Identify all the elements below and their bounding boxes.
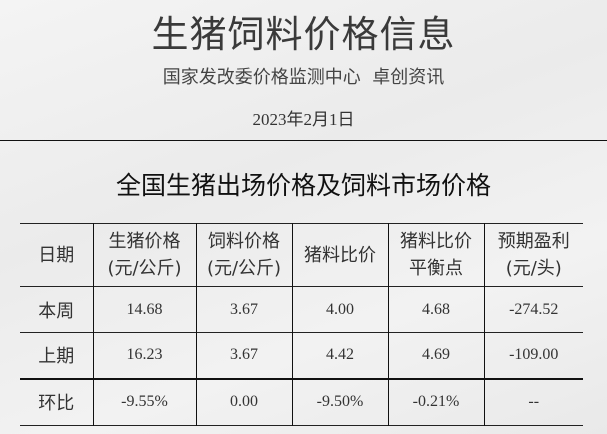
column-header: 日期	[20, 223, 94, 287]
table-cell: -9.55%	[92, 378, 197, 426]
table-cell: 4.42	[291, 332, 389, 379]
table-cell: 16.23	[92, 332, 197, 379]
column-header-line: 饲料价格	[208, 231, 280, 252]
table-cell: 3.67	[195, 332, 293, 379]
table-cell: -0.21%	[387, 378, 485, 426]
table-row: 上期 16.23 3.67 4.42 4.69 -109.00	[20, 332, 583, 379]
column-header-line: 猪料比价	[304, 244, 376, 266]
table-cell: 0.00	[195, 378, 293, 426]
publish-date: 2023年2月1日	[252, 110, 355, 129]
divider	[0, 140, 607, 141]
section-title: 全国生猪出场价格及饲料市场价格	[115, 171, 491, 200]
table-cell: 4.00	[291, 286, 389, 333]
table-cell: 4.68	[387, 286, 485, 333]
price-table: 日期 生猪价格 (元/公斤) 饲料价格 (元/公斤) 猪料比价 猪料比价 平衡点 预期盈利 (元/…	[20, 223, 583, 426]
row-label: 上期	[20, 332, 94, 379]
column-header: 猪料比价 平衡点	[387, 223, 485, 287]
table-row: 环比 -9.55% 0.00 -9.50% -0.21% --	[20, 378, 583, 426]
table-cell: 14.68	[92, 286, 197, 333]
table-cell: 3.67	[195, 286, 293, 333]
column-header-line: (元/公斤)	[107, 258, 182, 279]
table-cell: -274.52	[483, 286, 583, 333]
column-header: 生猪价格 (元/公斤)	[92, 223, 197, 287]
column-header-line: 生猪价格	[108, 231, 181, 252]
column-header-line: 预期盈利	[497, 231, 570, 252]
source-subtitle: 国家发改委价格监测中心 卓创资讯	[162, 67, 445, 88]
table-row: 本周 14.68 3.67 4.00 4.68 -274.52	[20, 286, 583, 333]
table-cell: 4.69	[387, 332, 485, 379]
column-header: 饲料价格 (元/公斤)	[195, 223, 293, 287]
column-header: 预期盈利 (元/头)	[483, 223, 583, 287]
table-cell: -109.00	[483, 332, 583, 379]
column-header-line: 日期	[38, 244, 75, 266]
column-header-line: 猪料比价	[400, 231, 472, 252]
table-cell: --	[483, 378, 583, 426]
row-label: 环比	[20, 378, 94, 426]
table-cell: -9.50%	[291, 378, 389, 426]
column-header-line: (元/公斤)	[206, 258, 282, 279]
page-title: 生猪饲料价格信息	[151, 13, 456, 56]
column-header-line: 平衡点	[409, 258, 463, 279]
column-header: 猪料比价	[291, 223, 389, 287]
table-header-row: 日期 生猪价格 (元/公斤) 饲料价格 (元/公斤) 猪料比价 猪料比价 平衡点 预期盈利 (元/…	[20, 223, 583, 287]
row-label: 本周	[20, 286, 94, 333]
column-header-line: (元/头)	[505, 258, 562, 279]
